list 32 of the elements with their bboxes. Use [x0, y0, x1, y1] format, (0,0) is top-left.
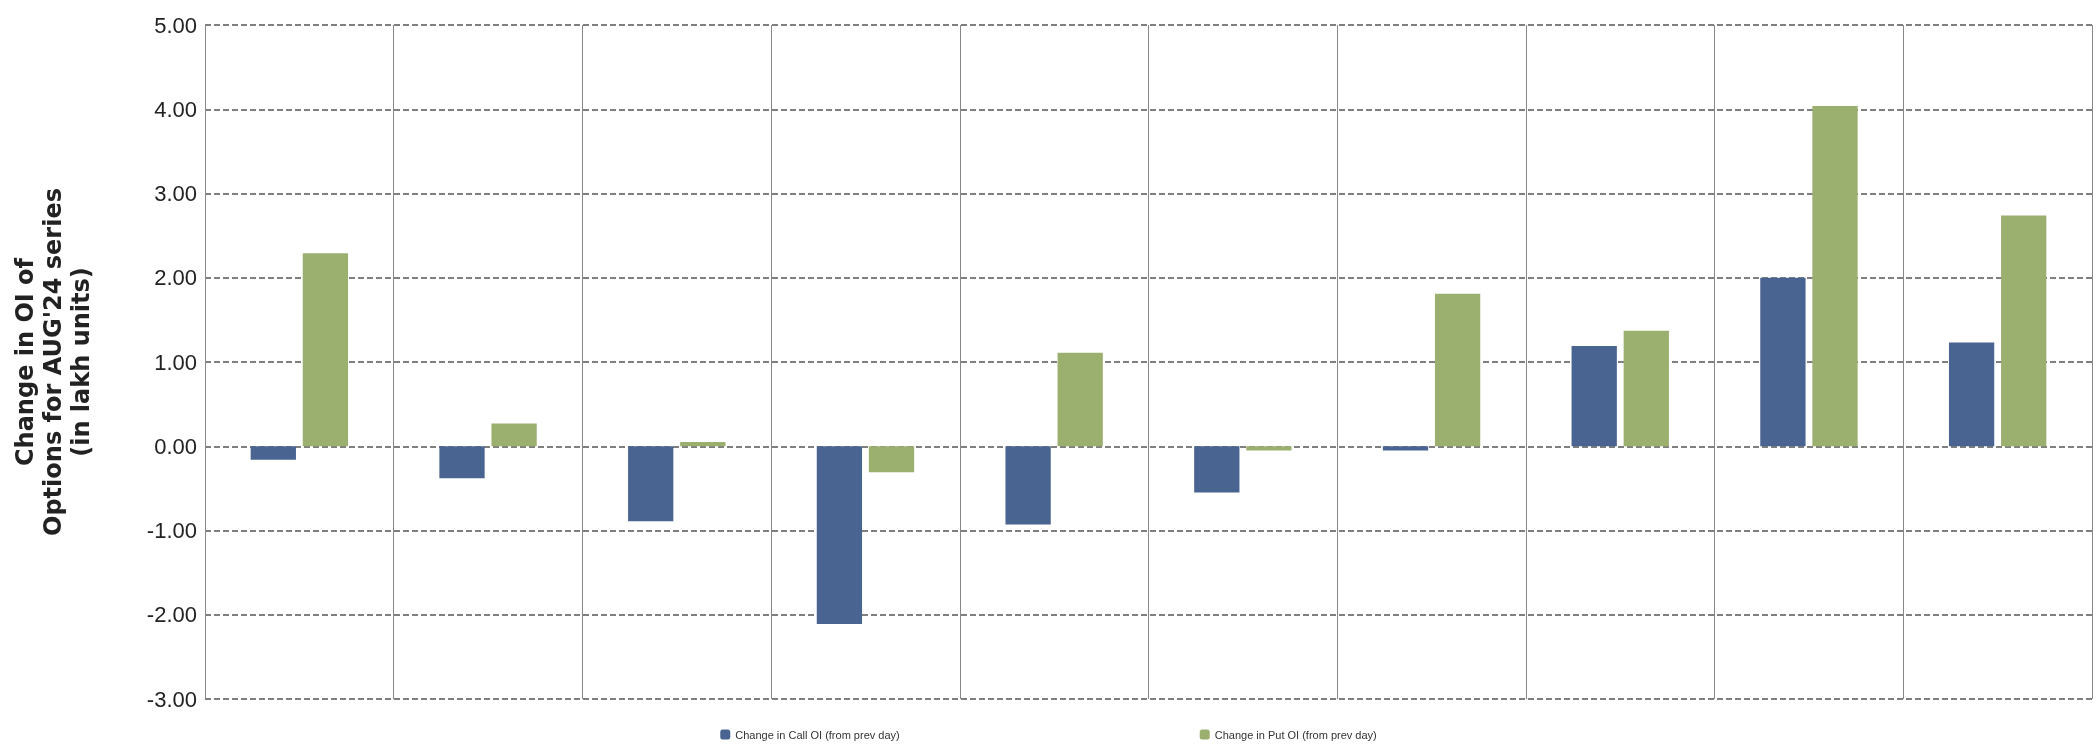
legend-label: Change in Put OI (from prev day) — [1214, 728, 1377, 741]
y-tick-label: -2.00 — [146, 602, 197, 628]
bar — [680, 442, 726, 447]
y-tick-label: 2.00 — [154, 265, 197, 291]
y-tick-label: 3.00 — [154, 181, 197, 206]
bar — [1057, 352, 1103, 447]
bar — [302, 253, 349, 447]
bar — [1246, 446, 1292, 451]
y-tick-label: -3.00 — [146, 686, 197, 712]
y-tick-label: 1.00 — [154, 349, 197, 375]
bar — [1571, 345, 1617, 447]
bar — [491, 423, 537, 447]
bar — [1434, 293, 1481, 447]
bar — [868, 446, 915, 473]
bar — [1623, 330, 1669, 447]
bar — [816, 446, 863, 625]
bar — [439, 446, 485, 479]
bar — [250, 446, 296, 460]
bar — [1382, 446, 1429, 451]
y-tick-label: 4.00 — [154, 96, 197, 122]
y-axis-title: Change in OI of Options for AUG'24 series (in lakh units) — [11, 188, 95, 536]
bar — [1005, 446, 1051, 525]
bar — [2001, 215, 2047, 447]
bar — [1760, 277, 1806, 447]
y-tick-label: -1.00 — [146, 518, 197, 543]
bar — [1812, 105, 1858, 447]
legend-label: Change in Call OI (from prev day) — [735, 728, 900, 741]
bar — [628, 446, 674, 522]
bar — [1948, 342, 1995, 447]
bar — [1194, 446, 1240, 493]
y-tick-label: 5.00 — [154, 12, 197, 38]
y-tick-label: 0.00 — [154, 433, 197, 459]
